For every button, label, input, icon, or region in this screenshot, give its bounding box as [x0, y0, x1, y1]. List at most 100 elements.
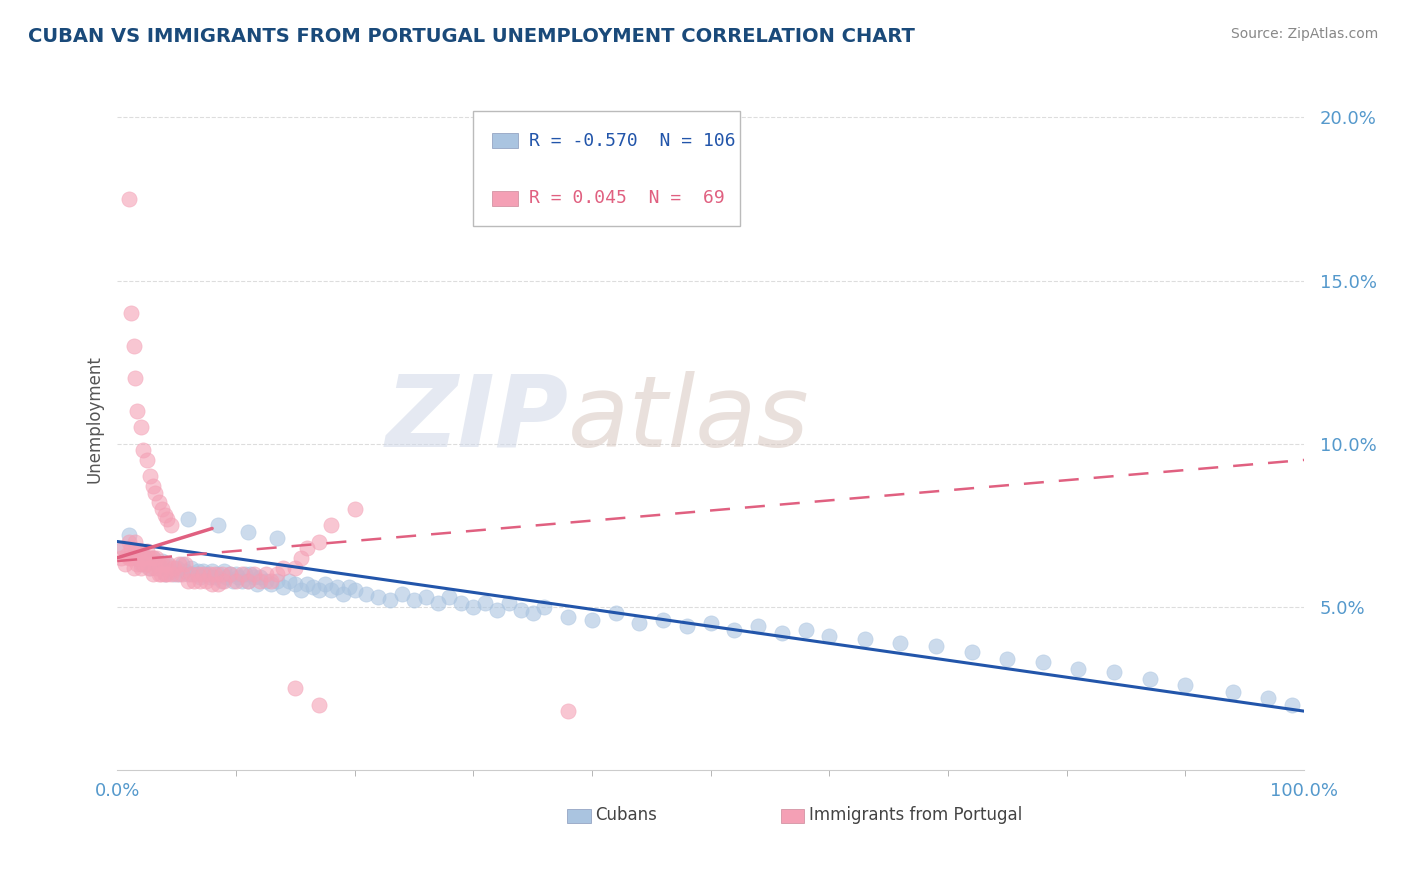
Point: [124, 550, 146, 565]
Point: [148, 495, 170, 509]
Point: [163, 560, 186, 574]
Point: [226, 570, 249, 584]
Point: [148, 560, 170, 574]
Point: [150, 501, 173, 516]
Point: [159, 567, 181, 582]
Point: [142, 479, 165, 493]
Point: [157, 558, 180, 572]
Point: [290, 583, 312, 598]
Point: [124, 534, 146, 549]
Point: [167, 558, 190, 572]
Point: [177, 567, 200, 582]
Point: [308, 698, 330, 712]
Point: [132, 443, 155, 458]
Point: [254, 567, 277, 582]
Point: [236, 574, 259, 588]
Point: [426, 597, 449, 611]
Point: [356, 587, 378, 601]
Point: [195, 567, 218, 582]
Point: [215, 570, 238, 584]
Point: [142, 567, 165, 582]
Point: [260, 574, 283, 588]
Point: [128, 544, 150, 558]
Point: [723, 623, 745, 637]
Point: [159, 518, 181, 533]
Point: [138, 560, 160, 574]
Point: [177, 574, 200, 588]
Point: [148, 567, 170, 582]
Point: [522, 607, 544, 621]
Point: [120, 306, 142, 320]
Point: [498, 597, 520, 611]
Point: [960, 645, 983, 659]
Point: [225, 574, 247, 588]
Point: [302, 580, 325, 594]
Point: [207, 567, 229, 582]
Point: [112, 541, 135, 555]
Point: [148, 558, 170, 572]
Point: [127, 558, 149, 572]
Point: [332, 587, 354, 601]
Point: [166, 567, 188, 582]
Point: [509, 603, 531, 617]
Point: [1139, 672, 1161, 686]
Point: [273, 560, 295, 574]
Point: [212, 564, 235, 578]
Point: [249, 570, 271, 584]
Point: [142, 550, 165, 565]
Point: [628, 615, 651, 630]
Point: [156, 511, 179, 525]
Point: [166, 560, 188, 574]
Point: [219, 567, 242, 582]
Text: CUBAN VS IMMIGRANTS FROM PORTUGAL UNEMPLOYMENT CORRELATION CHART: CUBAN VS IMMIGRANTS FROM PORTUGAL UNEMPL…: [28, 27, 915, 45]
Point: [153, 508, 176, 523]
Point: [143, 560, 166, 574]
Point: [180, 560, 202, 574]
Point: [150, 567, 173, 582]
Point: [314, 577, 336, 591]
Point: [474, 597, 496, 611]
Point: [367, 590, 389, 604]
Point: [135, 558, 157, 572]
Point: [118, 192, 141, 206]
Point: [207, 577, 229, 591]
Point: [699, 615, 721, 630]
Point: [319, 518, 342, 533]
Point: [118, 528, 141, 542]
Point: [605, 607, 627, 621]
Text: ZIP: ZIP: [385, 371, 568, 467]
Text: R = -0.570  N = 106: R = -0.570 N = 106: [529, 132, 735, 150]
Point: [439, 590, 461, 604]
Point: [1281, 698, 1303, 712]
Point: [242, 570, 264, 584]
Point: [485, 603, 508, 617]
Point: [249, 574, 271, 588]
Point: [1032, 655, 1054, 669]
Point: [242, 567, 264, 582]
Point: [236, 524, 259, 539]
Point: [124, 371, 146, 385]
Point: [188, 574, 211, 588]
Point: [236, 574, 259, 588]
Point: [135, 544, 157, 558]
Point: [1222, 684, 1244, 698]
Point: [235, 567, 257, 582]
Point: [132, 548, 155, 562]
Point: [319, 583, 342, 598]
Point: [129, 558, 152, 572]
FancyBboxPatch shape: [780, 809, 804, 823]
Point: [188, 570, 211, 584]
Text: Cubans: Cubans: [596, 806, 658, 824]
Point: [129, 544, 152, 558]
Point: [172, 558, 194, 572]
Point: [391, 587, 413, 601]
FancyBboxPatch shape: [492, 191, 519, 206]
Point: [115, 548, 138, 562]
Point: [173, 564, 195, 578]
Point: [378, 593, 401, 607]
Point: [124, 544, 146, 558]
Point: [198, 567, 221, 582]
Point: [143, 558, 166, 572]
Point: [118, 550, 141, 565]
Point: [114, 558, 136, 572]
